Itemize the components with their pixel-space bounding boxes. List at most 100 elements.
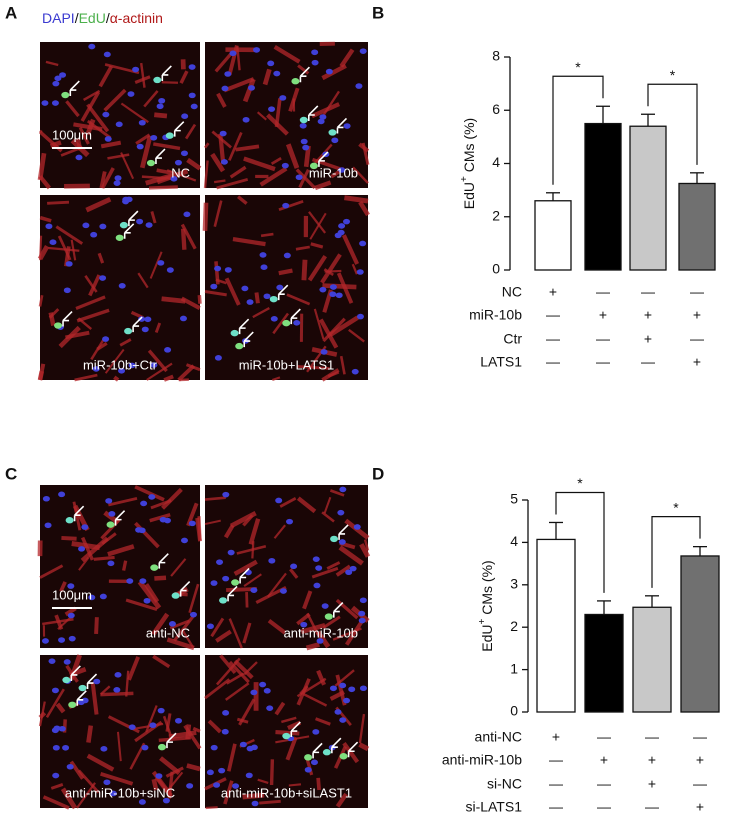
fiber bbox=[148, 185, 178, 190]
nucleus bbox=[118, 368, 126, 374]
fiber bbox=[214, 50, 235, 73]
fiber bbox=[42, 795, 70, 810]
nucleus bbox=[221, 728, 229, 735]
condition-mark: — bbox=[596, 354, 610, 370]
image-label: anti-miR-10b bbox=[284, 625, 358, 640]
fiber bbox=[272, 312, 290, 335]
y-tick-label: 2 bbox=[510, 618, 518, 634]
fiber bbox=[359, 543, 371, 558]
nucleus bbox=[159, 516, 167, 523]
condition-label: NC bbox=[502, 284, 522, 300]
nucleus bbox=[157, 260, 165, 266]
fiber bbox=[139, 135, 153, 169]
fiber bbox=[285, 143, 300, 169]
fiber bbox=[270, 157, 282, 166]
fiber bbox=[204, 290, 227, 297]
fiber bbox=[203, 142, 210, 149]
fiber bbox=[134, 75, 151, 84]
nucleus bbox=[180, 150, 188, 157]
nucleus bbox=[186, 783, 194, 789]
fiber bbox=[274, 701, 286, 716]
edu-nucleus bbox=[61, 91, 70, 99]
nucleus bbox=[331, 137, 339, 144]
edu-nucleus bbox=[309, 162, 318, 170]
fiber bbox=[248, 518, 261, 545]
nucleus bbox=[78, 546, 86, 552]
nucleus bbox=[162, 797, 170, 804]
fiber bbox=[296, 612, 311, 626]
fiber bbox=[80, 536, 109, 563]
fiber bbox=[351, 263, 358, 275]
nucleus bbox=[52, 80, 60, 87]
nucleus bbox=[67, 583, 75, 589]
condition-mark: — bbox=[549, 799, 563, 815]
edu-nucleus bbox=[230, 329, 239, 337]
nucleus bbox=[138, 316, 146, 322]
y-axis-label-part: EdU bbox=[479, 624, 495, 651]
nucleus bbox=[329, 685, 337, 692]
nucleus bbox=[356, 313, 364, 320]
nucleus bbox=[273, 70, 281, 77]
significance-label: * bbox=[670, 67, 676, 83]
fiber bbox=[278, 268, 293, 276]
fiber bbox=[278, 199, 304, 211]
condition-mark: + bbox=[696, 752, 704, 768]
nucleus bbox=[247, 85, 255, 91]
fiber bbox=[47, 200, 70, 205]
nucleus bbox=[54, 75, 62, 82]
arrow bbox=[158, 553, 169, 569]
nucleus bbox=[355, 83, 363, 89]
fiber bbox=[295, 168, 316, 190]
stain-name: α-actinin bbox=[110, 10, 163, 26]
fiber bbox=[243, 573, 262, 587]
fiber bbox=[113, 375, 120, 382]
fiber bbox=[76, 308, 110, 323]
fiber bbox=[116, 731, 122, 762]
nucleus bbox=[179, 315, 187, 322]
stain-name: EdU bbox=[79, 10, 106, 26]
nucleus bbox=[315, 565, 323, 571]
y-axis-label: EdU+ CMs (%) bbox=[477, 560, 495, 651]
condition-mark: — bbox=[690, 331, 704, 347]
nucleus bbox=[312, 556, 320, 562]
fiber bbox=[154, 322, 162, 334]
nucleus bbox=[337, 509, 345, 516]
nucleus bbox=[188, 92, 196, 99]
arrow bbox=[336, 117, 348, 134]
condition-mark: — bbox=[549, 776, 563, 792]
stain-name: DAPI bbox=[42, 10, 75, 26]
arrow bbox=[238, 318, 250, 335]
fiber bbox=[143, 90, 159, 108]
fiber bbox=[227, 743, 237, 772]
fiber bbox=[161, 81, 179, 84]
nucleus bbox=[135, 527, 143, 533]
nucleus bbox=[302, 144, 310, 151]
condition-mark: + bbox=[600, 752, 608, 768]
nucleus bbox=[311, 59, 319, 66]
nucleus bbox=[58, 491, 66, 498]
y-tick-label: 0 bbox=[510, 703, 518, 719]
nucleus bbox=[356, 269, 364, 275]
fiber bbox=[204, 678, 231, 700]
fiber bbox=[38, 235, 43, 261]
fiber bbox=[59, 581, 67, 593]
y-axis-label-part: + bbox=[459, 176, 470, 182]
fiber bbox=[146, 362, 173, 381]
nucleus bbox=[312, 729, 320, 735]
arrow bbox=[227, 585, 238, 602]
micrograph: anti-miR-10b+siNC bbox=[38, 654, 202, 810]
fiber bbox=[311, 102, 340, 119]
fiber bbox=[302, 692, 328, 707]
nucleus bbox=[90, 231, 98, 238]
fiber bbox=[329, 489, 345, 497]
fiber bbox=[296, 365, 330, 370]
arrow bbox=[333, 602, 344, 618]
nucleus bbox=[143, 597, 151, 604]
nucleus bbox=[114, 672, 122, 678]
nucleus bbox=[229, 50, 237, 57]
nucleus bbox=[213, 782, 221, 788]
nucleus bbox=[103, 779, 111, 786]
fiber bbox=[64, 606, 77, 617]
fiber bbox=[188, 583, 200, 614]
nucleus bbox=[293, 320, 301, 326]
